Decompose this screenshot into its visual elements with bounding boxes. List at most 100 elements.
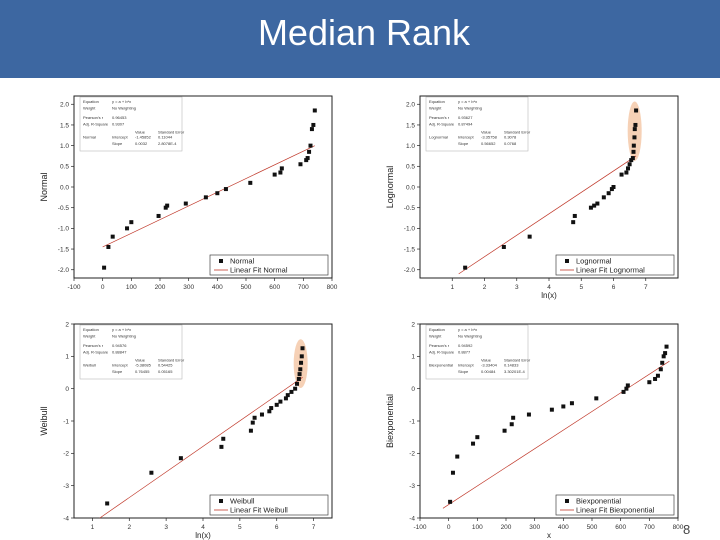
data-point (595, 201, 600, 206)
stats-table-cell: 0.0032 (135, 141, 148, 146)
title-banner: Median Rank (0, 0, 720, 78)
data-point (527, 234, 532, 239)
stats-table-cell: Slope (458, 141, 469, 146)
y-tick-label: -2 (63, 451, 69, 458)
data-point (102, 265, 107, 270)
y-tick-label: 1.0 (60, 143, 69, 150)
data-point (463, 265, 468, 270)
stats-table-cell: Intercept (458, 135, 474, 140)
legend-marker-points (565, 499, 569, 503)
stats-table-cell: Adj. R-Square (429, 349, 455, 354)
y-axis-label: Lognormal (385, 166, 395, 209)
stats-table-cell: Equation (429, 327, 445, 332)
weibull-chart: Equation y = a + b*x Weight No Weighting Pea… (39, 321, 333, 540)
normal-chart-panel: Equation y = a + b*x Weight No Weighting Pea… (32, 90, 344, 300)
legend-entry: Normal (230, 257, 255, 266)
x-tick-label: 100 (472, 524, 483, 531)
data-point (511, 415, 516, 420)
y-tick-label: 2.0 (60, 102, 69, 109)
stats-table-cell: Pearson's r (83, 343, 104, 348)
y-tick-label: -3 (409, 483, 415, 490)
data-point (569, 401, 574, 406)
data-point (658, 367, 663, 372)
x-tick-label: -100 (67, 284, 80, 291)
data-point (549, 407, 554, 412)
stats-table-cell: Equation (83, 327, 99, 332)
stats-table-cell: y = a + b*x (458, 327, 477, 332)
x-tick-label: 300 (529, 524, 540, 531)
y-tick-label: 0 (65, 386, 69, 393)
data-point (624, 386, 629, 391)
data-point (626, 166, 631, 171)
stats-table-cell: -5.38085 (135, 363, 152, 368)
data-point (248, 428, 253, 433)
stats-table-cell: Pearson's r (429, 115, 450, 120)
x-tick-label: 5 (238, 524, 242, 531)
data-point (272, 172, 277, 177)
x-tick-label: 500 (241, 284, 252, 291)
data-point (606, 191, 611, 196)
data-point (501, 244, 506, 249)
data-point (601, 195, 606, 200)
data-point (664, 344, 669, 349)
x-tick-label: 500 (587, 524, 598, 531)
data-point (304, 158, 309, 163)
x-tick-label: 700 (298, 284, 309, 291)
y-tick-label: 2 (65, 321, 69, 328)
data-point (149, 470, 154, 475)
stats-table-cell: Weight (83, 334, 96, 339)
y-axis-label: Biexponential (385, 394, 395, 448)
stats-table-cell: Weibull (83, 363, 96, 368)
y-axis-label: Weibull (39, 406, 49, 435)
data-point (630, 156, 635, 161)
stats-table-cell: Equation (83, 99, 99, 104)
stats-table-cell: Value (481, 129, 492, 134)
y-tick-label: -1.5 (58, 246, 70, 253)
stats-table-cell: Biexponential (429, 363, 453, 368)
data-point (455, 454, 460, 459)
data-point (129, 220, 134, 225)
data-point (203, 195, 208, 200)
y-tick-label: 1.5 (406, 122, 415, 129)
data-point (571, 220, 576, 225)
data-point (632, 127, 637, 132)
x-tick-label: 4 (201, 524, 205, 531)
fit-line (442, 360, 670, 509)
data-point (285, 393, 290, 398)
stats-table-cell: Equation (429, 99, 445, 104)
y-tick-label: -2.0 (404, 267, 416, 274)
stats-table-cell: y = a + b*x (112, 327, 131, 332)
y-tick-label: 0.0 (406, 184, 415, 191)
data-point (572, 213, 577, 218)
normal-chart: Equation y = a + b*x Weight No Weighting Pea… (39, 95, 338, 291)
stats-table-cell: Weight (83, 106, 96, 111)
stats-table-cell: Weight (429, 334, 442, 339)
data-point (631, 149, 636, 154)
stats-table-cell: Pearson's r (83, 115, 104, 120)
data-point (629, 158, 634, 163)
stats-table-cell: Standard Error (504, 129, 531, 134)
stats-table-cell: 0.88847 (112, 349, 127, 354)
stats-table-cell: 0.3078 (504, 135, 517, 140)
y-tick-label: -0.5 (404, 205, 416, 212)
fit-line (99, 377, 303, 519)
data-point (592, 203, 597, 208)
y-tick-label: 1.5 (60, 122, 69, 129)
x-tick-label: 600 (615, 524, 626, 531)
data-point (178, 456, 183, 461)
y-tick-label: -4 (409, 515, 415, 522)
x-tick-label: 200 (501, 524, 512, 531)
y-tick-label: -4 (63, 515, 69, 522)
y-tick-label: 2 (411, 321, 415, 328)
data-point (619, 172, 624, 177)
stats-table-cell: 0.76455 (135, 369, 150, 374)
y-tick-label: 2.0 (406, 102, 415, 109)
data-point (588, 205, 593, 210)
stats-table-cell: Weight (429, 106, 442, 111)
slide-title: Median Rank (257, 12, 471, 53)
biexponential-chart-panel: Equation y = a + b*x Weight No Weighting Pea… (378, 318, 690, 540)
x-tick-label: 7 (312, 524, 316, 531)
data-point (298, 367, 303, 372)
stats-table-cell: Value (481, 357, 492, 362)
stats-table-box (79, 96, 183, 152)
